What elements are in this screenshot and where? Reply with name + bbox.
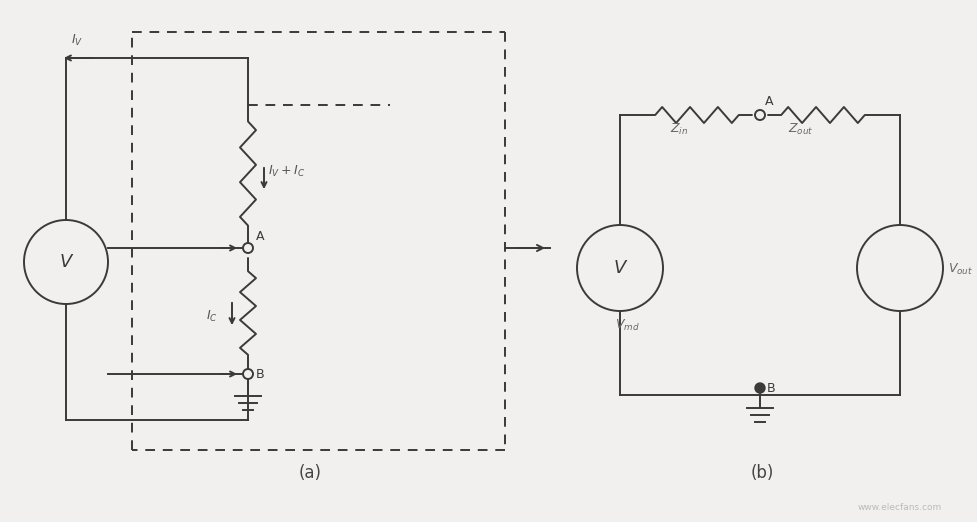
Text: www.elecfans.com: www.elecfans.com (858, 503, 942, 512)
Text: $V_{out}$: $V_{out}$ (948, 262, 973, 277)
Text: V: V (60, 253, 72, 271)
Text: $I_V$: $I_V$ (71, 33, 83, 48)
Text: B: B (767, 382, 776, 395)
Text: A: A (256, 230, 265, 243)
Text: B: B (256, 368, 265, 381)
Text: $Z_{in}$: $Z_{in}$ (670, 122, 688, 137)
Text: $I_V+I_C$: $I_V+I_C$ (268, 164, 305, 179)
Text: $I_C$: $I_C$ (206, 309, 218, 324)
Text: A: A (765, 95, 774, 108)
Text: $V_{md}$: $V_{md}$ (615, 318, 640, 333)
Text: (a): (a) (299, 464, 321, 482)
Text: V: V (614, 259, 626, 277)
Text: $Z_{out}$: $Z_{out}$ (788, 122, 814, 137)
Circle shape (243, 369, 253, 379)
Circle shape (755, 383, 765, 393)
Text: (b): (b) (750, 464, 774, 482)
Circle shape (755, 110, 765, 120)
Circle shape (243, 243, 253, 253)
